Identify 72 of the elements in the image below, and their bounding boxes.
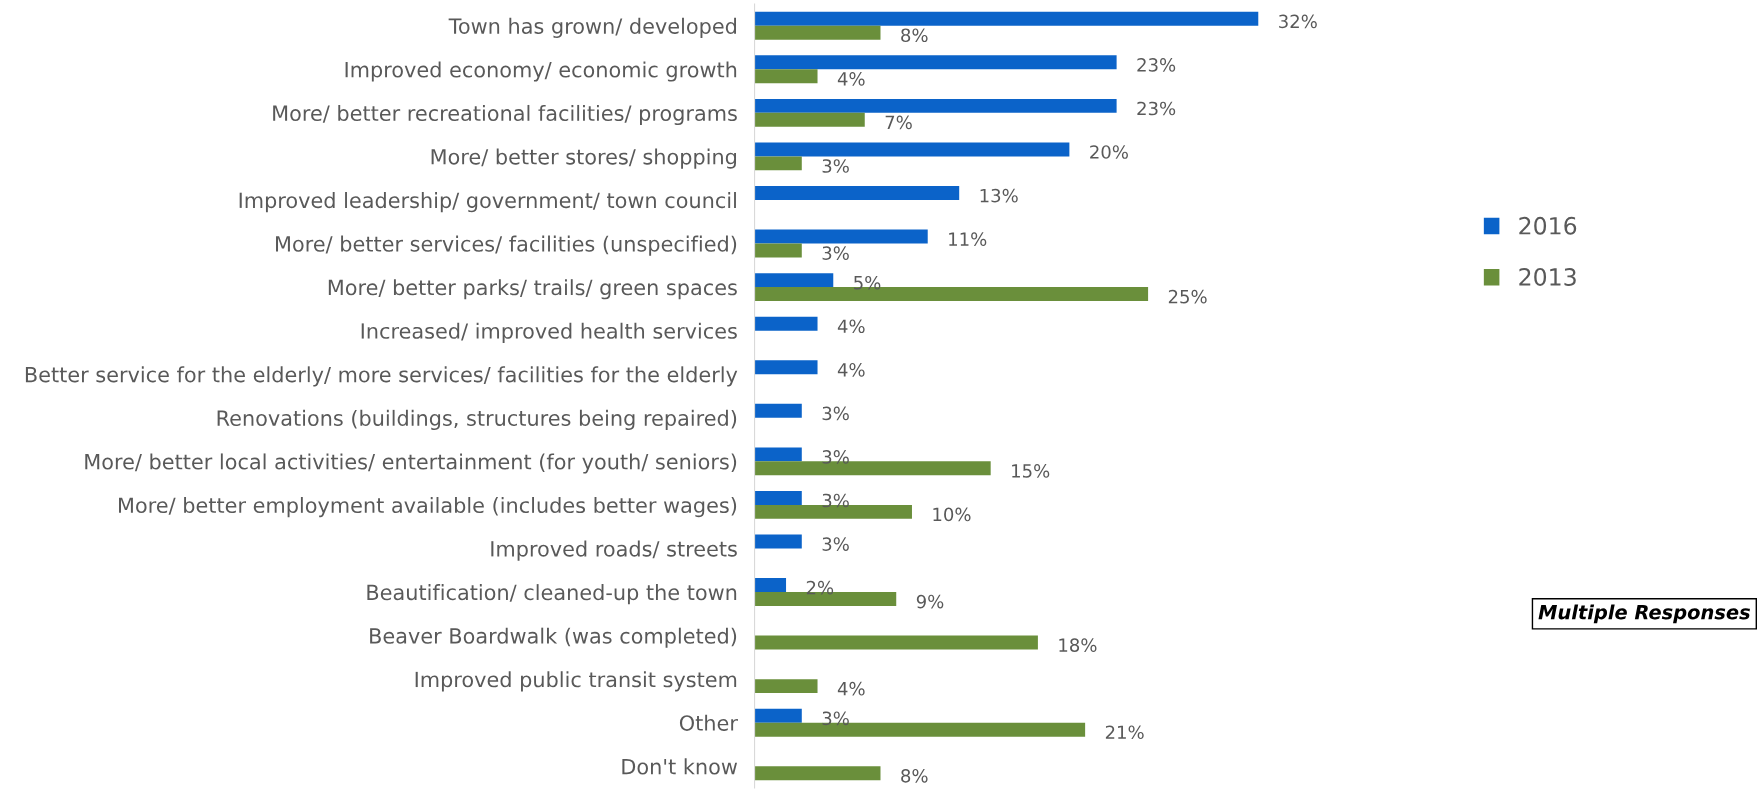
data-label: 13%	[980, 188, 1018, 203]
data-label: 4%	[837, 72, 865, 86]
data-label: 8%	[901, 768, 928, 783]
bar	[754, 243, 802, 258]
bar	[754, 403, 802, 418]
bar	[754, 766, 881, 781]
data-label: 3%	[822, 711, 849, 726]
y-tick-label: Other	[679, 714, 738, 731]
data-label: 3%	[822, 493, 849, 508]
data-label: 3%	[822, 159, 849, 173]
text: Multiple Responses	[1538, 604, 1750, 624]
data-label: 5%	[854, 275, 881, 290]
data-label: 11%	[949, 232, 987, 246]
y-tick-label: Beaver Boardwalk (was completed)	[370, 627, 737, 648]
bar	[754, 490, 802, 505]
data-label: 4%	[837, 681, 865, 696]
y-tick-label: More/ better services/ facilities (unspecified)	[276, 235, 737, 256]
bar	[754, 55, 1117, 70]
bar	[754, 156, 802, 171]
bar	[754, 112, 865, 127]
y-tick-label: Beautification/ cleaned-up the town	[367, 584, 737, 605]
bar	[754, 316, 818, 331]
data-label: 23%	[1137, 101, 1176, 116]
bar	[754, 679, 818, 694]
bar	[754, 229, 928, 244]
data-label: 10%	[933, 507, 971, 522]
bar	[754, 578, 787, 593]
bar	[754, 98, 1117, 113]
data-label: 23%	[1137, 58, 1176, 72]
y-tick-label: More/ better recreational facilities/ programs	[273, 104, 737, 126]
bar	[754, 142, 1070, 157]
data-label: 3%	[822, 537, 849, 551]
bar	[754, 534, 802, 549]
data-label: 3%	[822, 406, 849, 421]
bar	[754, 25, 881, 40]
data-label: 9%	[916, 594, 944, 609]
y-tick-label: More/ better parks/ trails/ green spaces	[328, 279, 737, 300]
y-tick-label: More/ better employment available (includes better wages)	[119, 496, 737, 518]
data-label: 2%	[806, 580, 834, 595]
y-tick-label: Town has grown/ developed	[448, 17, 736, 38]
data-label: 4%	[837, 363, 865, 377]
data-label: 7%	[885, 115, 912, 130]
legend-label: 2013	[1519, 268, 1576, 286]
y-tick-label: Increased/ improved health services	[361, 322, 737, 343]
y-tick-label: More/ better stores/ shopping	[431, 148, 736, 169]
data-label: 25%	[1168, 289, 1207, 304]
data-label: 4%	[837, 319, 865, 334]
bar	[754, 447, 802, 462]
bar	[754, 186, 960, 200]
data-label: 3%	[822, 450, 849, 464]
data-label: 32%	[1279, 14, 1317, 29]
data-label: 8%	[901, 28, 928, 43]
bar	[754, 69, 818, 84]
y-tick-label: Improved economy/ economic growth	[345, 61, 737, 82]
bar	[754, 708, 802, 723]
data-label: 3%	[822, 246, 849, 260]
data-label: 15%	[1012, 464, 1050, 478]
y-tick-label: Don't know	[622, 758, 738, 775]
y-tick-label: More/ better local activities/ entertainment (for youth/ seniors)	[85, 453, 737, 474]
data-label: 21%	[1105, 725, 1144, 740]
data-label: 20%	[1090, 145, 1128, 159]
bar	[754, 635, 1038, 650]
data-label: 18%	[1059, 638, 1097, 652]
bar	[754, 11, 1259, 26]
y-tick-label: Better service for the elderly/ more services/ facilities for the elderly	[25, 366, 738, 387]
y-tick-label: Renovations (buildings, structures being repaired)	[217, 409, 737, 431]
bar	[754, 273, 834, 288]
y-tick-label: Improved leadership/ government/ town council	[239, 192, 736, 213]
bar	[754, 360, 818, 375]
y-tick-label: Improved public transit system	[415, 671, 737, 692]
y-tick-label: Improved roads/ streets	[491, 540, 737, 561]
legend-label: 2016	[1519, 216, 1577, 235]
